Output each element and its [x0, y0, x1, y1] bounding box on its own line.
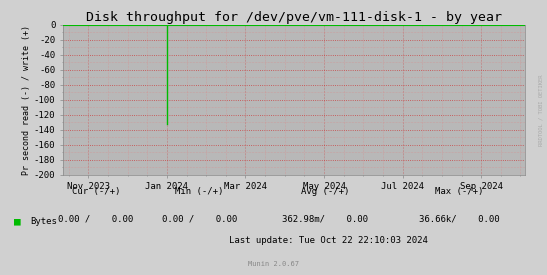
Text: 0.00 /    0.00: 0.00 / 0.00	[162, 214, 237, 223]
Y-axis label: Pr second read (-) / write (+): Pr second read (-) / write (+)	[22, 25, 31, 175]
Text: Bytes: Bytes	[30, 217, 57, 226]
Text: Max (-/+): Max (-/+)	[435, 187, 484, 196]
Text: Cur (-/+): Cur (-/+)	[72, 187, 120, 196]
Text: Min (-/+): Min (-/+)	[176, 187, 224, 196]
Text: Last update: Tue Oct 22 22:10:03 2024: Last update: Tue Oct 22 22:10:03 2024	[229, 236, 428, 245]
Text: 362.98m/    0.00: 362.98m/ 0.00	[282, 214, 369, 223]
Text: Avg (-/+): Avg (-/+)	[301, 187, 350, 196]
Text: Munin 2.0.67: Munin 2.0.67	[248, 261, 299, 267]
Text: ■: ■	[14, 216, 20, 226]
Text: 0.00 /    0.00: 0.00 / 0.00	[58, 214, 133, 223]
Text: RRDTOOL / TOBI OETIKER: RRDTOOL / TOBI OETIKER	[538, 74, 543, 146]
Text: 36.66k/    0.00: 36.66k/ 0.00	[419, 214, 500, 223]
Title: Disk throughput for /dev/pve/vm-111-disk-1 - by year: Disk throughput for /dev/pve/vm-111-disk…	[86, 10, 502, 24]
